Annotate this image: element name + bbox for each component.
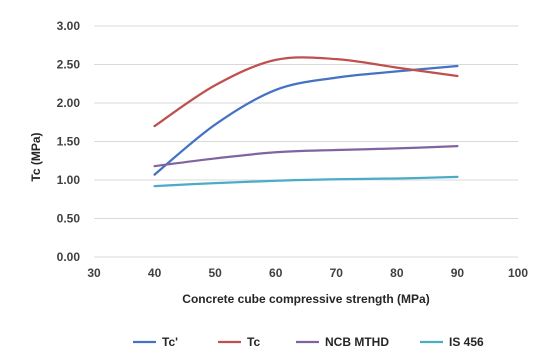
legend-item-ncb-mthd: NCB MTHD: [296, 335, 389, 349]
y-tick-label: 0.00: [57, 250, 81, 264]
x-tick-label: 70: [330, 266, 344, 280]
y-tick-label: 2.50: [57, 58, 81, 72]
x-tick-label: 30: [87, 266, 101, 280]
x-tick-label: 40: [148, 266, 162, 280]
y-tick-label: 3.00: [57, 19, 81, 33]
y-tick-label: 2.00: [57, 96, 81, 110]
legend-label: IS 456: [449, 335, 484, 349]
series-line-tc: [153, 64, 459, 176]
series-line-ncb-mthd: [153, 144, 459, 168]
series-line-tc: [153, 56, 459, 128]
legend-label: Tc': [162, 335, 178, 349]
series-lines: [153, 56, 459, 188]
legend-label: NCB MTHD: [325, 335, 389, 349]
series-line-is-456: [153, 175, 459, 188]
legend: Tc' Tc NCB MTHD IS 456: [133, 335, 484, 349]
legend-item-tc: Tc: [218, 335, 260, 349]
grid-lines: [94, 25, 518, 258]
legend-item-is-456: IS 456: [420, 335, 484, 349]
y-axis-tick-labels: 0.00 0.50 1.00 1.50 2.00 2.50 3.00: [57, 19, 81, 264]
y-tick-label: 0.50: [57, 212, 81, 226]
x-tick-label: 90: [451, 266, 465, 280]
x-tick-label: 100: [508, 266, 528, 280]
x-tick-label: 50: [208, 266, 222, 280]
y-axis-title: Tc (MPa): [29, 132, 43, 181]
legend-label: Tc: [247, 335, 260, 349]
x-axis-title: Concrete cube compressive strength (MPa): [182, 292, 429, 306]
legend-item-tc: Tc': [133, 335, 178, 349]
y-tick-label: 1.50: [57, 135, 81, 149]
y-tick-label: 1.00: [57, 173, 81, 187]
x-tick-label: 60: [269, 266, 283, 280]
x-axis-tick-labels: 30 40 50 60 70 80 90 100: [87, 266, 528, 280]
x-tick-label: 80: [390, 266, 404, 280]
